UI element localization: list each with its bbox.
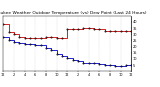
Title: Milwaukee Weather Outdoor Temperature (vs) Dew Point (Last 24 Hours): Milwaukee Weather Outdoor Temperature (v…	[0, 11, 146, 15]
